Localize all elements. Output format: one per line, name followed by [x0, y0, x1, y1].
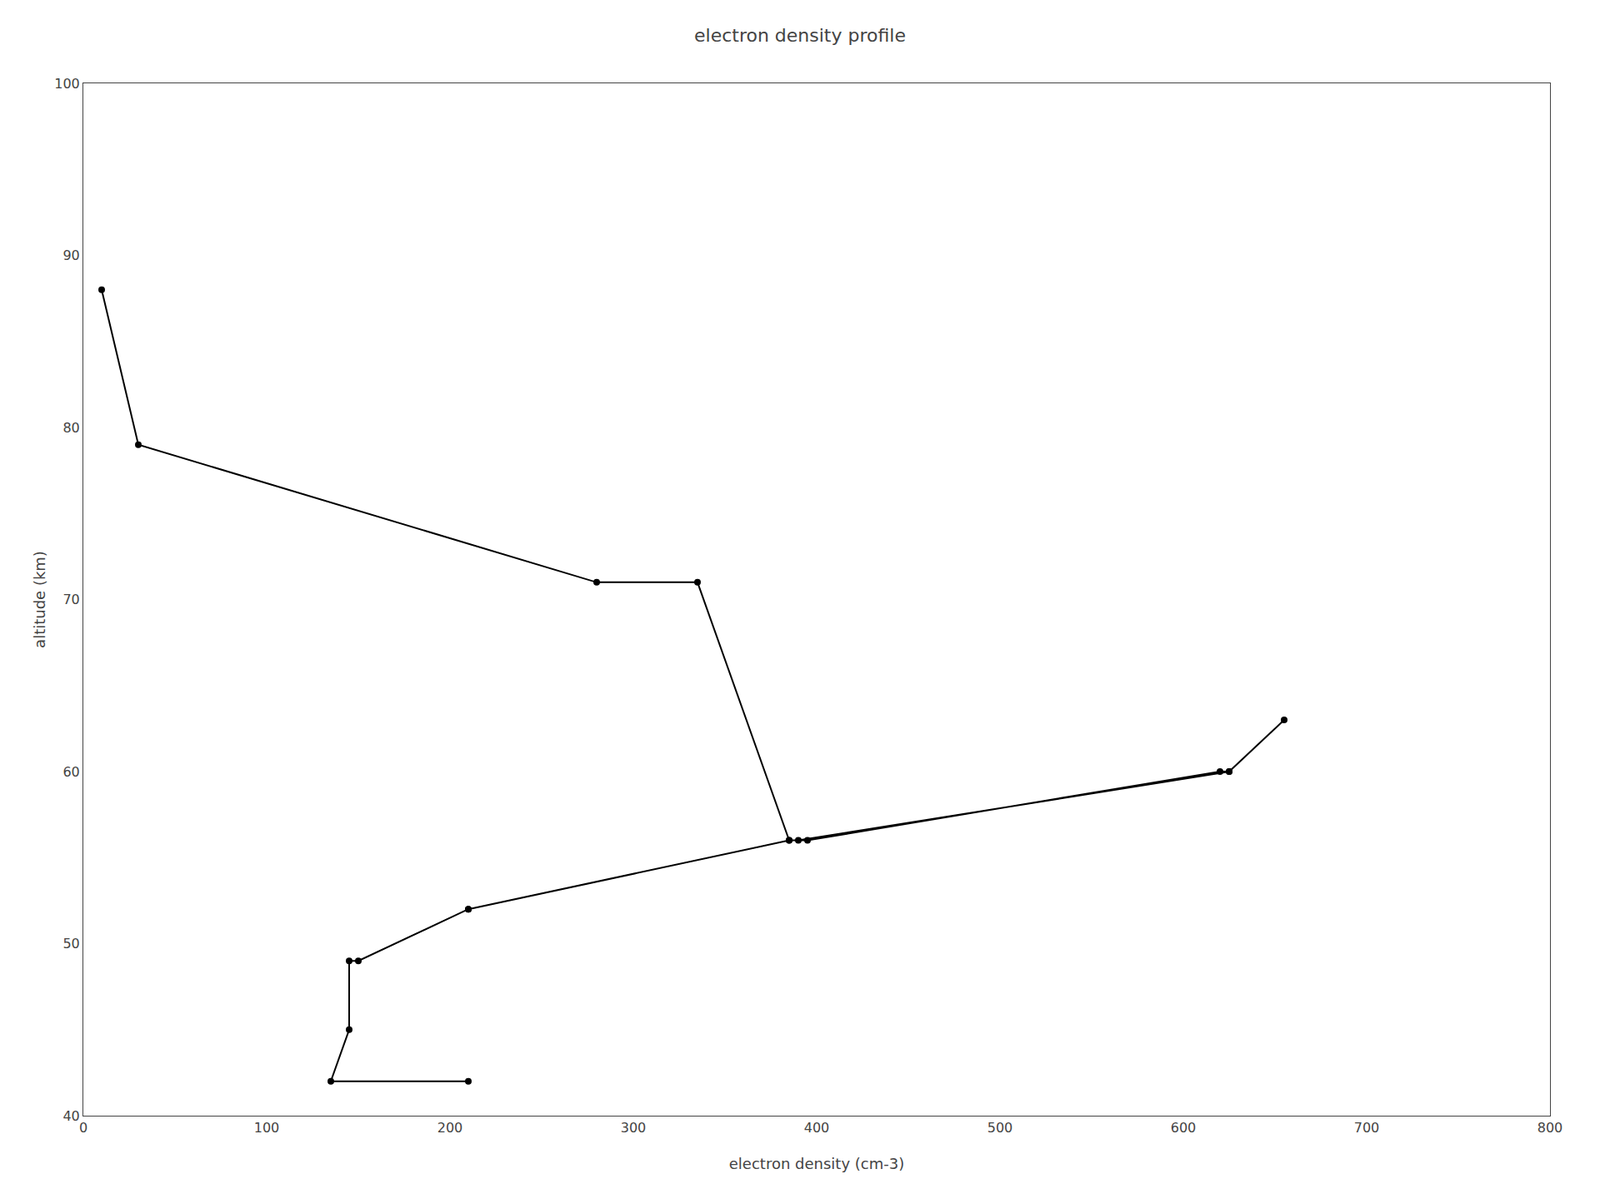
svg-text:100: 100 — [54, 75, 80, 92]
svg-text:0: 0 — [79, 1120, 88, 1136]
svg-text:100: 100 — [254, 1120, 280, 1136]
svg-text:80: 80 — [62, 420, 80, 436]
svg-text:60: 60 — [62, 764, 80, 780]
svg-text:400: 400 — [804, 1120, 830, 1136]
svg-text:altitude (km): altitude (km) — [30, 550, 49, 649]
svg-text:200: 200 — [437, 1120, 464, 1136]
svg-text:700: 700 — [1354, 1120, 1380, 1136]
svg-text:800: 800 — [1537, 1120, 1564, 1136]
svg-text:90: 90 — [62, 247, 80, 264]
svg-text:electron density profile: electron density profile — [694, 25, 906, 46]
svg-text:600: 600 — [1170, 1120, 1197, 1136]
svg-text:electron density (cm-3): electron density (cm-3) — [729, 1155, 905, 1173]
svg-text:500: 500 — [987, 1120, 1014, 1136]
svg-text:40: 40 — [62, 1108, 80, 1125]
svg-text:50: 50 — [62, 935, 80, 952]
svg-text:70: 70 — [62, 591, 80, 608]
svg-text:300: 300 — [620, 1120, 647, 1136]
